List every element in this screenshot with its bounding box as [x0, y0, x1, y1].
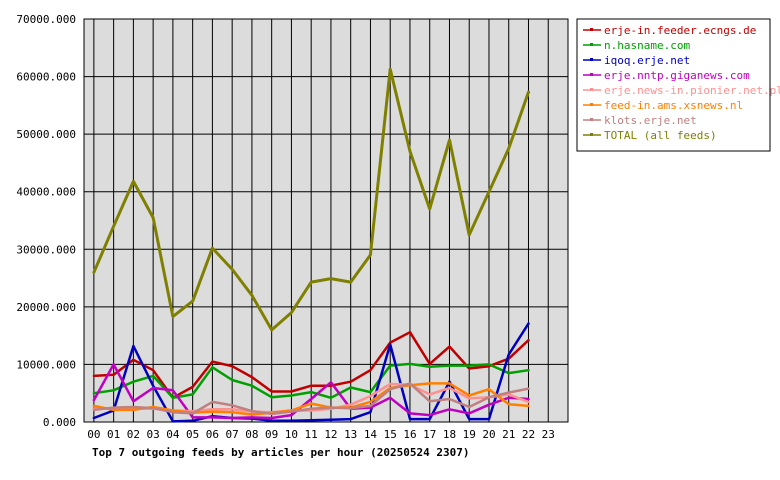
- legend-label: iqoq.erje.net: [604, 54, 690, 67]
- x-axis-ticks: 00 01 02 03 04 05 06 07 08 09 10 11 12 13 14 15 16 17 18 19…: [87, 428, 555, 441]
- legend-marker: [590, 58, 593, 61]
- series-line: [92, 382, 530, 416]
- x-tick-label: 13: [344, 428, 357, 441]
- x-tick-label: 18: [443, 428, 456, 441]
- legend-label: n.hasname.com: [604, 39, 690, 52]
- legend-label: TOTAL (all feeds): [604, 129, 717, 142]
- y-tick-label: 30000.000: [16, 243, 76, 256]
- legend-marker: [590, 88, 593, 91]
- x-tick-label: 16: [403, 428, 416, 441]
- x-tick-label: 06: [206, 428, 219, 441]
- series-lines: [92, 67, 530, 423]
- x-tick-label: 10: [285, 428, 298, 441]
- y-axis-ticks: 0.000 10000.000 20000.000 30000.000 40000.00…: [16, 13, 76, 429]
- legend-marker: [590, 28, 593, 31]
- x-tick-label: 08: [245, 428, 258, 441]
- x-tick-label: 17: [423, 428, 436, 441]
- y-tick-label: 70000.000: [16, 13, 76, 26]
- x-tick-label: 23: [542, 428, 555, 441]
- series-line: [92, 382, 530, 416]
- x-tick-label: 11: [305, 428, 318, 441]
- legend-label: erje.news-in.pionier.net.pl: [604, 84, 780, 97]
- x-tick-label: 12: [324, 428, 337, 441]
- x-tick-label: 09: [265, 428, 278, 441]
- y-tick-label: 50000.000: [16, 128, 76, 141]
- series-line: [92, 363, 530, 420]
- y-tick-label: 20000.000: [16, 301, 76, 314]
- legend-marker: [590, 118, 593, 121]
- x-tick-label: 22: [522, 428, 535, 441]
- y-tick-label: 10000.000: [16, 358, 76, 371]
- legend-label: feed-in.ams.xsnews.nl: [604, 99, 743, 112]
- x-tick-label: 07: [226, 428, 239, 441]
- y-tick-label: 0.000: [43, 416, 76, 429]
- x-tick-label: 19: [463, 428, 476, 441]
- legend-marker: [590, 43, 593, 46]
- x-tick-label: 04: [166, 428, 180, 441]
- legend-marker: [590, 133, 593, 136]
- legend-marker: [590, 103, 593, 106]
- x-tick-label: 20: [482, 428, 495, 441]
- x-tick-label: 01: [107, 428, 120, 441]
- legend-box: [576, 18, 771, 152]
- x-tick-label: 00: [87, 428, 100, 441]
- x-tick-label: 05: [186, 428, 199, 441]
- x-tick-label: 15: [384, 428, 397, 441]
- y-tick-label: 40000.000: [16, 186, 76, 199]
- x-tick-label: 21: [502, 428, 515, 441]
- legend-marker: [590, 73, 593, 76]
- y-tick-label: 60000.000: [16, 71, 76, 84]
- chart-title: Top 7 outgoing feeds by articles per hou…: [92, 446, 470, 459]
- series-line: [92, 67, 530, 332]
- legend-label: erje-in.feeder.ecngs.de: [604, 24, 756, 37]
- legend: erje-in.feeder.ecngs.de n.hasname.com iqoq…: [576, 18, 780, 152]
- plot-area: [83, 18, 569, 423]
- x-tick-label: 14: [364, 428, 378, 441]
- x-tick-label: 02: [127, 428, 140, 441]
- legend-label: erje.nntp.giganews.com: [604, 69, 750, 82]
- legend-label: klots.erje.net: [604, 114, 697, 127]
- x-tick-label: 03: [147, 428, 160, 441]
